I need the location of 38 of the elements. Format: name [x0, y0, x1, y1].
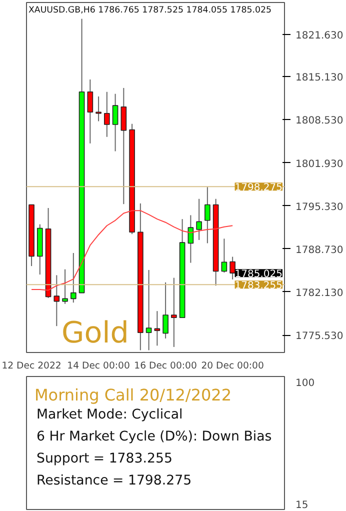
y-tick-label: 1788.730 [296, 244, 344, 256]
candlestick [54, 274, 60, 327]
x-tick-label: 20 Dec 00:00 [201, 360, 264, 372]
candlestick [96, 96, 102, 122]
chart-title: XAUUSD.GB,H6 1786.765 1787.525 1784.055 1785.025 [28, 6, 272, 16]
text: Morning Call 20/12/2022 [34, 386, 232, 405]
candlestick [212, 198, 219, 286]
candlestick [146, 269, 152, 351]
annotation: Gold [61, 316, 129, 350]
y-tick-label: 1782.130 [296, 288, 344, 299]
candlestick [120, 87, 127, 205]
x-tick-label: 16 Dec 00:00 [134, 360, 197, 372]
text: 100 [296, 378, 315, 389]
line-series [31, 210, 234, 291]
y-tick-label: 1775.530 [296, 331, 344, 342]
y-tick-label: 1808.530 [296, 116, 344, 127]
candlestick [196, 198, 202, 240]
text: Market Mode: Cyclical [36, 408, 183, 423]
x-tick-label: 14 Dec 00:00 [67, 360, 130, 372]
y-tick-label: 1795.330 [296, 202, 344, 213]
text: Resistance = 1798.275 [36, 473, 192, 488]
y-tick-label: 1821.630 [296, 30, 344, 42]
y-tick-label: 1801.930 [296, 158, 344, 170]
candlestick [62, 268, 68, 304]
candlestick [162, 282, 168, 339]
x-tick-label: 12 Dec 2022 [2, 360, 62, 372]
candlestick [112, 93, 118, 152]
candlestick [204, 186, 210, 244]
candlestick [104, 91, 110, 138]
candlestick [138, 202, 144, 351]
candlestick [87, 78, 94, 144]
text: 6 Hr Market Cycle (D%): Down Bias [36, 430, 272, 445]
text: 15 [296, 500, 308, 511]
candlestick [188, 214, 194, 264]
candlestick [230, 256, 236, 280]
text: Support = 1783.255 [36, 451, 172, 466]
candlestick [171, 277, 177, 348]
y-tick-label: 1815.130 [296, 72, 344, 84]
